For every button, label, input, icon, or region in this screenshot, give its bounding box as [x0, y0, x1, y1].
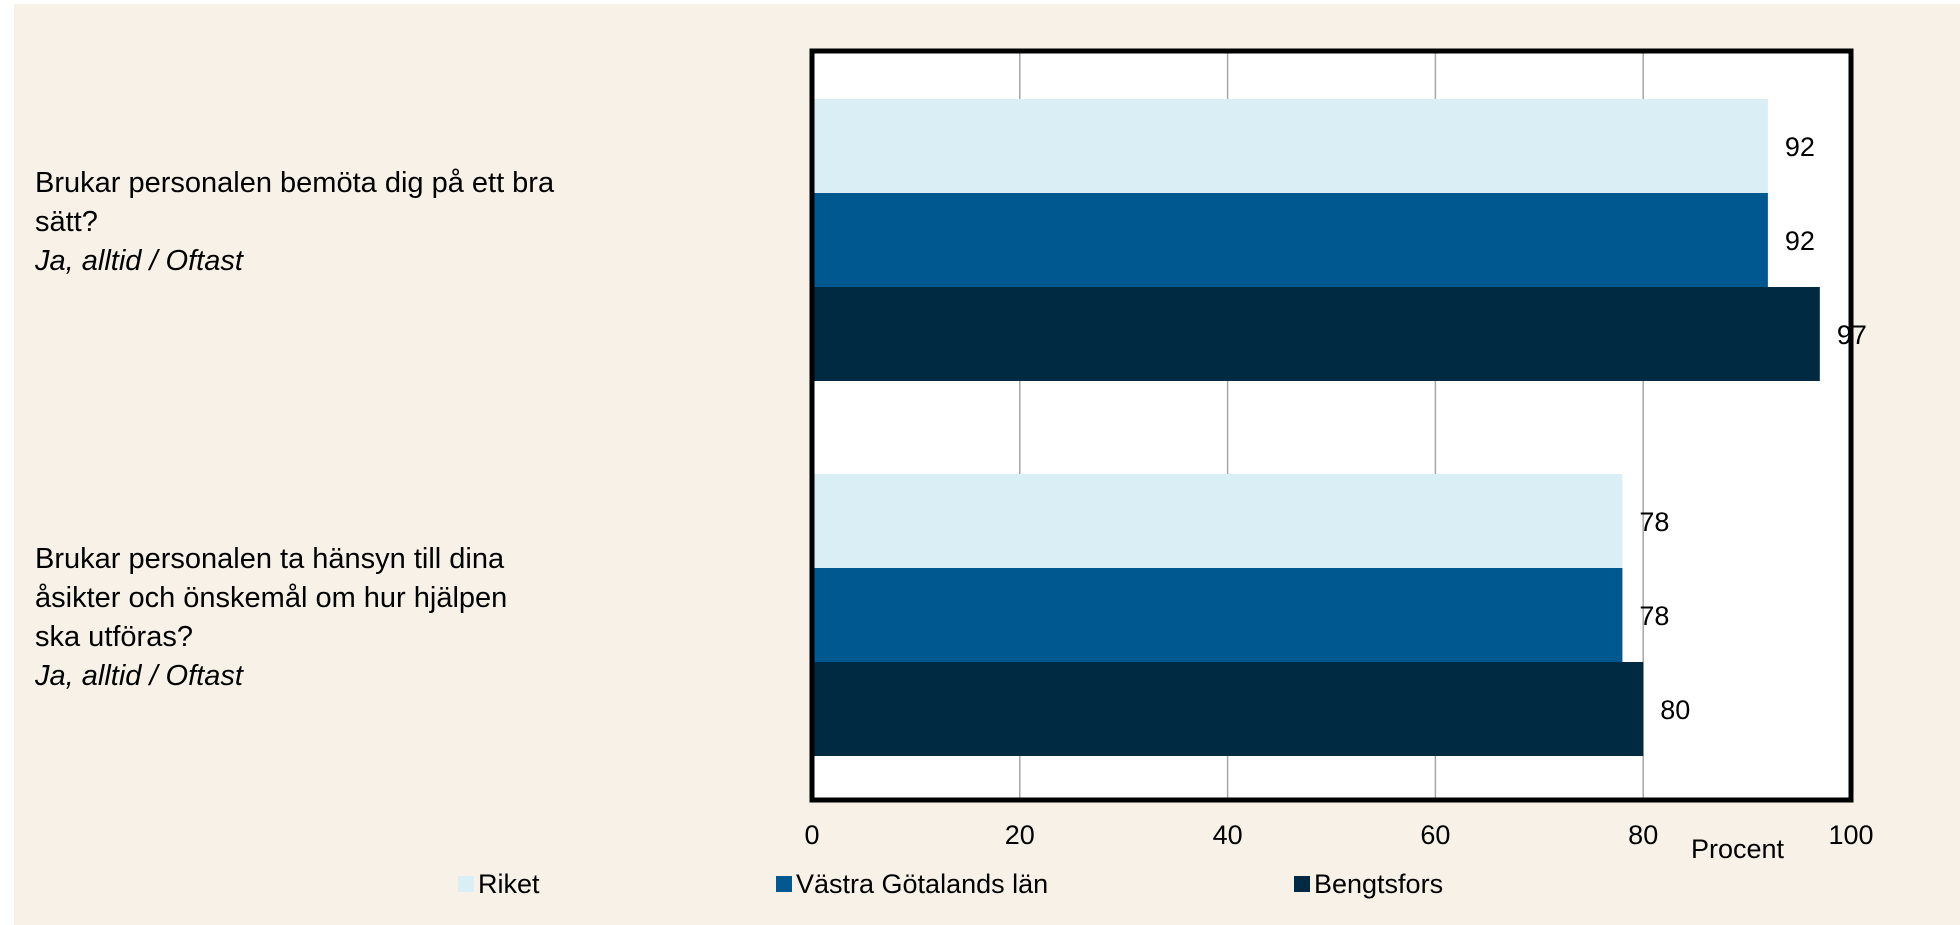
x-tick-label: 60	[1420, 820, 1450, 850]
legend-swatch	[458, 876, 474, 892]
category-question-0: Brukar personalen bemöta dig på ett bra …	[35, 167, 555, 238]
category-label-0: Brukar personalen bemöta dig på ett bra …	[35, 164, 575, 281]
legend-item: Västra Götalands län	[776, 867, 1048, 901]
data-label: 78	[1639, 507, 1669, 537]
legend-label: Bengtsfors	[1314, 868, 1444, 899]
plot-border	[809, 48, 1854, 803]
x-tick-label: 0	[804, 820, 819, 850]
x-tick-label: 100	[1828, 820, 1873, 850]
bars	[812, 99, 1820, 756]
x-tick-label: 80	[1628, 820, 1658, 850]
data-label: 92	[1785, 132, 1815, 162]
legend-swatch	[776, 876, 792, 892]
category-answer-1: Ja, alltid / Oftast	[35, 660, 243, 692]
x-axis-label: Procent	[1691, 834, 1785, 864]
legend-swatch	[1294, 876, 1310, 892]
data-label: 92	[1785, 226, 1815, 256]
category-answer-0: Ja, alltid / Oftast	[35, 245, 243, 277]
value-labels: 92 92 97 78 78 80	[1639, 132, 1866, 725]
bar	[812, 474, 1623, 568]
bar	[812, 193, 1768, 287]
x-tick-label: 20	[1005, 820, 1035, 850]
x-tick-label: 40	[1213, 820, 1243, 850]
legend-item: Riket	[458, 867, 540, 901]
category-question-1: Brukar personalen ta hänsyn till dina ås…	[35, 543, 508, 653]
legend-label: Riket	[478, 868, 540, 899]
category-label-1: Brukar personalen ta hänsyn till dina ås…	[35, 540, 555, 696]
bar	[812, 287, 1820, 381]
legend-label: Västra Götalands län	[796, 868, 1049, 899]
data-label: 97	[1837, 320, 1867, 350]
data-label: 80	[1660, 695, 1690, 725]
x-axis-ticks: 0 20 40 60 80 100	[804, 820, 1873, 850]
bar	[812, 568, 1623, 662]
bar	[812, 662, 1644, 756]
legend-item: Bengtsfors	[1294, 867, 1443, 901]
data-label: 78	[1639, 601, 1669, 631]
bar	[812, 99, 1768, 193]
